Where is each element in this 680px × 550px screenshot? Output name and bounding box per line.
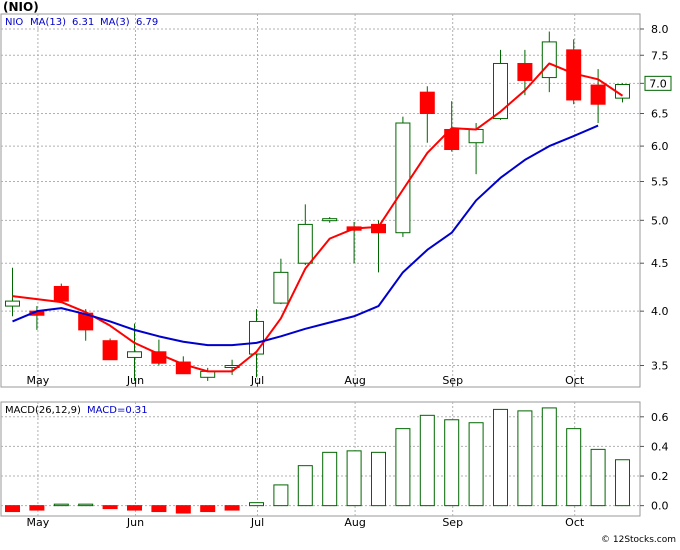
macd-legend-label: MACD(26,12,9): [5, 405, 81, 416]
price-axis-label: 6.0: [651, 140, 669, 153]
macd-bar: [444, 419, 460, 507]
macd-bar: [371, 451, 386, 507]
price-grid: [1, 14, 640, 387]
price-axis-label: 3.5: [651, 360, 669, 373]
price-x-label: May: [27, 374, 50, 387]
macd-bar: [249, 502, 264, 507]
macd-bar: [566, 428, 582, 507]
macd-axis: 0.0 0.2 0.4 0.6: [640, 411, 669, 513]
macd-bar: [29, 505, 45, 511]
ma-fast-line: [12, 62, 624, 373]
macd-bar: [615, 459, 630, 507]
macd-x-label: Aug: [344, 516, 365, 529]
price-axis-label: 4.0: [651, 305, 669, 318]
macd-x-label: Sep: [442, 516, 463, 529]
macd-bar: [541, 407, 557, 507]
macd-bar: [5, 505, 20, 513]
price-axis-label: 8.0: [651, 23, 669, 36]
candle-body: [493, 62, 508, 120]
candle-body: [517, 62, 533, 81]
macd-x-label: Jun: [126, 516, 144, 529]
candle-body: [468, 128, 484, 144]
macd-bar: [590, 448, 606, 507]
macd-axis-label: 0.0: [651, 500, 669, 513]
macd-bar: [151, 505, 167, 513]
legend-ma-slow-value: 6.31: [72, 17, 94, 28]
chart-title: (NIO): [3, 0, 39, 14]
macd-bar: [53, 503, 69, 507]
candle-body: [5, 300, 20, 307]
candle-body: [322, 218, 338, 222]
price-x-axis: May Jun Jul Aug Sep Oct: [27, 374, 585, 387]
ma-slow-line: [12, 124, 599, 347]
candle-body: [127, 351, 142, 358]
macd-bar: [78, 503, 94, 507]
copyright: © 12Stocks.com: [601, 535, 676, 545]
candle-body: [395, 122, 411, 234]
macd-bar: [322, 451, 338, 507]
macd-bar: [419, 414, 435, 507]
price-x-label: Aug: [344, 374, 365, 387]
candle-body: [541, 41, 557, 79]
candles: [5, 31, 630, 381]
price-axis-label: 6.5: [651, 108, 669, 121]
macd-bar: [102, 505, 118, 510]
candle-body: [371, 223, 386, 234]
macd-x-label: Jul: [250, 516, 264, 529]
last-price-tag-text: 7.0: [649, 77, 667, 90]
price-axis-label: 5.0: [651, 214, 669, 227]
macd-panel: [0, 401, 641, 517]
price-axis-label: 5.5: [651, 176, 669, 189]
candle-body: [102, 340, 118, 361]
macd-bar: [224, 505, 240, 511]
candle-body: [175, 361, 191, 375]
price-x-label: Jun: [126, 374, 144, 387]
legend-ma-slow-label: MA(13): [30, 17, 66, 28]
macd-x-label: Oct: [565, 516, 585, 529]
macd-axis-label: 0.6: [651, 411, 669, 424]
last-price-tag: 7.0: [644, 75, 672, 91]
macd-axis-label: 0.4: [651, 440, 669, 453]
macd-bar: [200, 505, 216, 513]
price-axis-label: 4.5: [651, 257, 669, 270]
macd-bar: [297, 465, 313, 507]
legend-ma-fast-label: MA(3): [100, 17, 130, 28]
price-axis-label: 7.5: [651, 49, 669, 62]
macd-bar: [395, 428, 411, 507]
macd-x-label: May: [27, 516, 50, 529]
macd-bar: [493, 408, 508, 507]
candle-body: [249, 320, 264, 355]
macd-bar: [127, 505, 142, 511]
moving-averages: [12, 62, 624, 373]
macd-bar: [346, 450, 362, 507]
price-x-label: Sep: [442, 374, 463, 387]
macd-x-axis: May Jun Jul Aug Sep Oct: [27, 516, 585, 529]
macd-bar: [175, 505, 191, 514]
macd-bar: [468, 422, 484, 507]
price-x-label: Oct: [565, 374, 585, 387]
last-price-tag-box: [644, 75, 672, 91]
candle-body: [590, 84, 606, 105]
macd-bar: [273, 484, 289, 507]
candle-body: [53, 285, 69, 302]
price-x-label: Jul: [250, 374, 264, 387]
legend-symbol: NIO: [5, 17, 23, 28]
price-axis: 3.5 4.0 4.5 5.0 5.5 6.0 6.5 7.0 7.5 8.0: [640, 23, 669, 373]
candle-body: [273, 271, 289, 304]
macd-axis-label: 0.2: [651, 470, 669, 483]
macd-bars: [5, 407, 630, 514]
candle-body: [297, 223, 313, 264]
legend-ma-fast-value: 6.79: [136, 17, 158, 28]
macd-bar: [517, 410, 533, 507]
macd-legend-value: MACD=0.31: [87, 405, 148, 416]
candle-body: [419, 91, 435, 115]
